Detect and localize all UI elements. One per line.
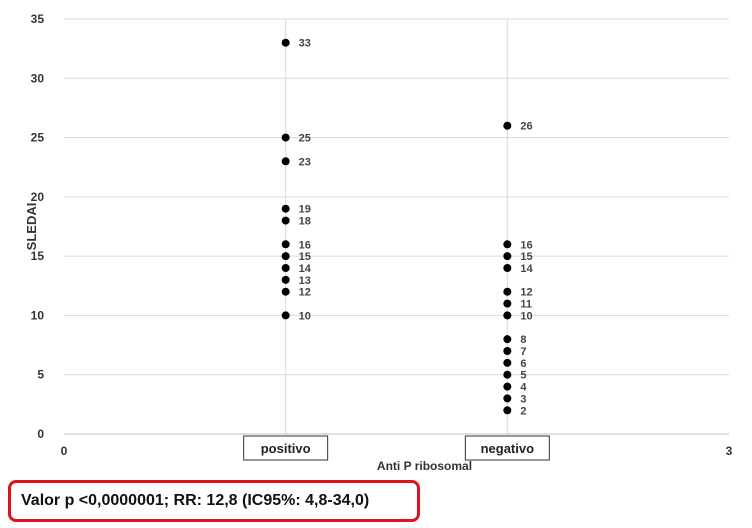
x-tick-label: 3 <box>726 444 733 458</box>
x-tick-label: 0 <box>61 444 68 458</box>
data-point <box>281 133 290 142</box>
data-point-label: 14 <box>299 263 312 275</box>
data-point-label: 11 <box>520 299 532 311</box>
data-point-label: 26 <box>520 121 532 133</box>
data-point <box>503 370 512 379</box>
data-point-label: 5 <box>520 370 526 382</box>
data-point-label: 33 <box>299 38 311 50</box>
data-point <box>281 240 290 249</box>
y-tick-label: 30 <box>31 71 45 85</box>
data-point-label: 25 <box>299 133 311 145</box>
data-point <box>503 287 512 296</box>
data-point-label: 12 <box>520 287 532 299</box>
data-point <box>281 264 290 272</box>
y-tick-label: 5 <box>37 368 44 382</box>
data-point <box>281 38 290 47</box>
data-point <box>503 311 512 320</box>
data-point-label: 3 <box>520 393 526 405</box>
y-tick-label: 35 <box>31 12 45 26</box>
data-point <box>503 382 512 391</box>
data-point-label: 16 <box>299 239 311 251</box>
x-axis-label: Anti P ribosomal <box>377 459 472 473</box>
data-point <box>503 252 512 261</box>
data-point-label: 13 <box>299 275 311 287</box>
data-point <box>281 252 290 261</box>
data-point <box>503 264 512 272</box>
data-point-label: 14 <box>520 263 533 275</box>
data-point <box>281 275 290 284</box>
category-label-box <box>464 435 550 461</box>
y-axis-label: SLEDAI <box>24 203 39 251</box>
data-point-label: 23 <box>299 156 311 168</box>
data-point-label: 2 <box>520 405 526 417</box>
data-point <box>503 240 512 249</box>
y-tick-label: 0 <box>37 427 44 441</box>
data-point-label: 4 <box>520 382 527 394</box>
data-point-label: 7 <box>520 346 526 358</box>
data-point <box>281 287 290 296</box>
y-tick-label: 20 <box>31 190 45 204</box>
stats-summary-text: Valor p <0,0000001; RR: 12,8 (IC95%: 4,8… <box>21 492 370 509</box>
data-point <box>503 347 512 355</box>
data-point <box>503 394 512 403</box>
data-point <box>503 299 512 308</box>
category-label-box <box>243 435 329 461</box>
data-point-label: 10 <box>520 310 532 322</box>
data-point-label: 15 <box>299 251 311 263</box>
data-point-label: 15 <box>520 251 532 263</box>
y-tick-label: 10 <box>31 308 45 322</box>
y-tick-label: 25 <box>31 131 45 145</box>
data-point <box>503 121 512 130</box>
data-point <box>503 358 512 367</box>
stats-summary-box: Valor p <0,0000001; RR: 12,8 (IC95%: 4,8… <box>8 480 420 522</box>
category-label: negativo <box>481 441 535 456</box>
data-point <box>503 335 512 344</box>
data-point-label: 18 <box>299 216 311 228</box>
data-point <box>281 157 290 166</box>
category-label: positivo <box>261 441 311 456</box>
data-point <box>281 311 290 320</box>
data-point <box>281 216 290 225</box>
data-point-label: 16 <box>520 239 532 251</box>
data-point-label: 6 <box>520 358 526 370</box>
data-point-label: 8 <box>520 334 526 346</box>
data-point-label: 19 <box>299 204 311 216</box>
y-tick-label: 15 <box>31 249 45 263</box>
data-point <box>503 406 512 415</box>
data-point-label: 10 <box>299 310 311 322</box>
data-point-label: 12 <box>299 287 311 299</box>
chart-area: 0 5 10 15 20 25 30 35 0 3 positivo negativo Anti P r… <box>24 12 733 473</box>
data-point <box>281 204 290 213</box>
